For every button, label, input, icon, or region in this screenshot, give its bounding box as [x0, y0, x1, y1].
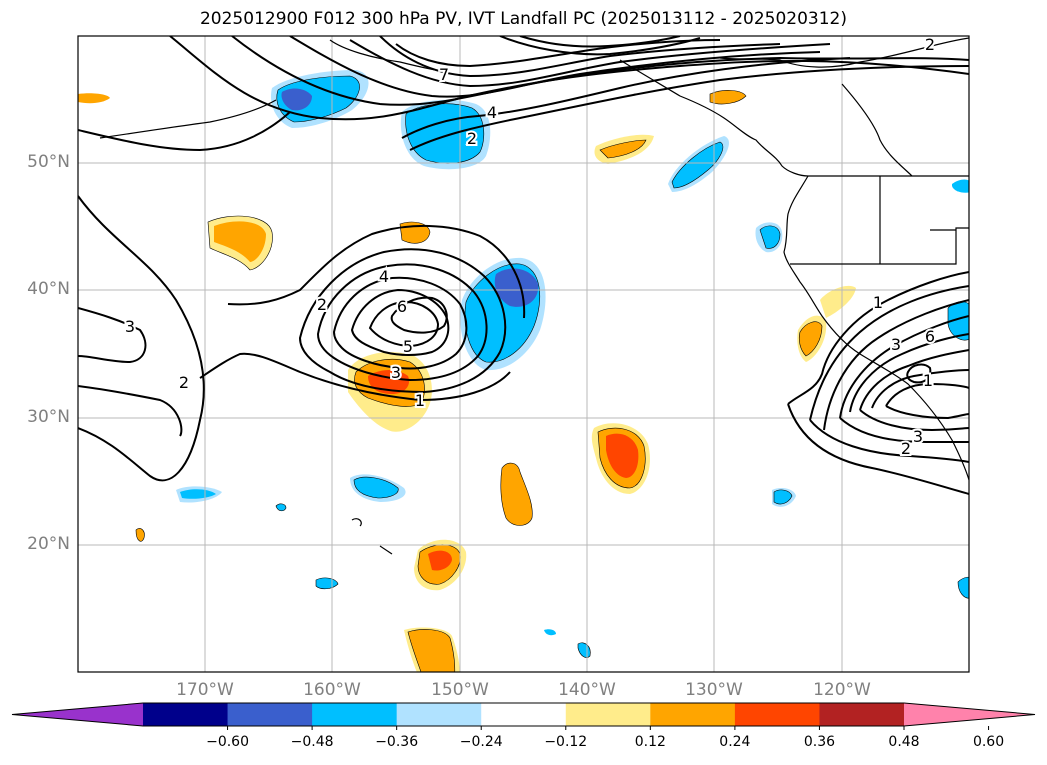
contour-label: 2: [925, 35, 935, 54]
lat-label-20: 20°N: [27, 534, 70, 554]
colorbar-swatch: [227, 703, 313, 726]
lon-label-140w: 140°W: [558, 680, 616, 700]
colorbar-swatch: [734, 703, 820, 726]
contour-label-layer: 7 4 2 2 2 4 6 5 3 1 3 2 1 3 6 1 3 2: [123, 35, 937, 460]
colorbar-swatch: [565, 703, 651, 726]
contour-label: 2: [467, 129, 477, 148]
colorbar-tick-label: 0.12: [634, 734, 666, 750]
lat-label-50: 50°N: [27, 152, 70, 172]
lat-label-40: 40°N: [27, 279, 70, 299]
colorbar-outline: [11, 702, 1036, 727]
contour-label: 1: [873, 293, 883, 312]
colorbar-swatch: [481, 703, 567, 726]
colorbar-tick-label: −0.24: [459, 734, 503, 750]
contour-label: 1: [923, 371, 933, 390]
lon-label-130w: 130°W: [685, 680, 743, 700]
contour-label: 1: [415, 391, 425, 410]
colorbar-tick-label: −0.60: [206, 734, 249, 750]
contour-label: 7: [439, 65, 449, 84]
contour-label: 3: [913, 427, 923, 446]
pv-contours: [78, 36, 969, 495]
contour-label: 5: [403, 337, 413, 356]
colorbar-swatch: [650, 703, 736, 726]
lon-label-160w: 160°W: [303, 680, 361, 700]
colorbar-swatch: [396, 703, 482, 726]
colorbar-tick-label: −0.36: [375, 734, 419, 750]
colorbar-swatch: [819, 703, 905, 726]
colorbar-swatch: [143, 703, 229, 726]
contour-label: 2: [179, 373, 189, 392]
contour-label: 2: [901, 439, 911, 458]
contour-label: 4: [379, 267, 389, 286]
colorbar-extend-min: [12, 703, 143, 726]
contour-label: 2: [317, 295, 327, 314]
contour-label: 3: [891, 335, 901, 354]
colorbar-tick-label: 0.24: [719, 734, 751, 750]
contour-label: 3: [391, 363, 401, 382]
colorbar-tick-label: −0.12: [544, 734, 588, 750]
lat-label-30: 30°N: [27, 407, 70, 427]
lon-label-170w: 170°W: [176, 680, 234, 700]
colorbar-swatch: [312, 703, 398, 726]
graticule: [78, 36, 969, 672]
shading-layer: [78, 70, 969, 672]
colorbar-tick-label: 0.60: [972, 734, 1005, 750]
map-title: 2025012900 F012 300 hPa PV, IVT Landfall…: [199, 9, 847, 29]
map-frame: [77, 35, 970, 673]
lon-label-120w: 120°W: [813, 680, 871, 700]
colorbar-extend-max: [904, 703, 1035, 726]
lon-label-150w: 150°W: [431, 680, 489, 700]
contour-label: 3: [125, 317, 135, 336]
colorbar-tick-label: 0.36: [803, 734, 836, 750]
colorbar-tick-label: −0.48: [290, 734, 334, 750]
contour-label: 6: [925, 327, 935, 346]
contour-label: 6: [397, 297, 407, 316]
colorbar: [11, 702, 1036, 730]
contour-label: 4: [487, 103, 497, 122]
colorbar-tick-label: 0.48: [888, 734, 920, 750]
